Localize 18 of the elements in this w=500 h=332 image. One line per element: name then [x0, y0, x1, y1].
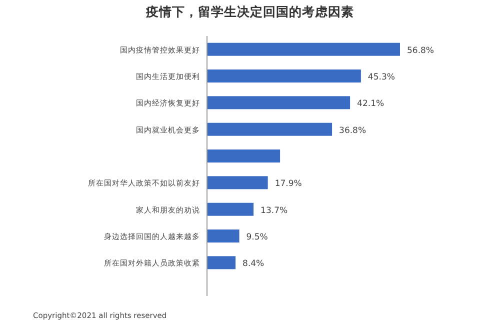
data-label: 9.5% [246, 232, 268, 242]
bar [207, 122, 332, 136]
bar [207, 176, 268, 190]
data-label: 36.8% [339, 126, 366, 136]
bar [207, 230, 240, 242]
data-label: 13.7% [260, 206, 288, 216]
bar [207, 256, 236, 270]
data-label: 45.3% [368, 72, 395, 82]
chart-title: 疫情下，留学生决定回国的考虑因素 [145, 4, 354, 19]
bar [207, 150, 280, 162]
data-label: 17.9% [274, 179, 302, 190]
bar [207, 70, 361, 82]
data-label: 8.4% [242, 259, 264, 270]
bar [207, 202, 254, 216]
data-label: 56.8% [407, 46, 434, 56]
data-label: 42.1% [357, 99, 384, 110]
bar [207, 42, 400, 56]
bar [207, 96, 350, 110]
